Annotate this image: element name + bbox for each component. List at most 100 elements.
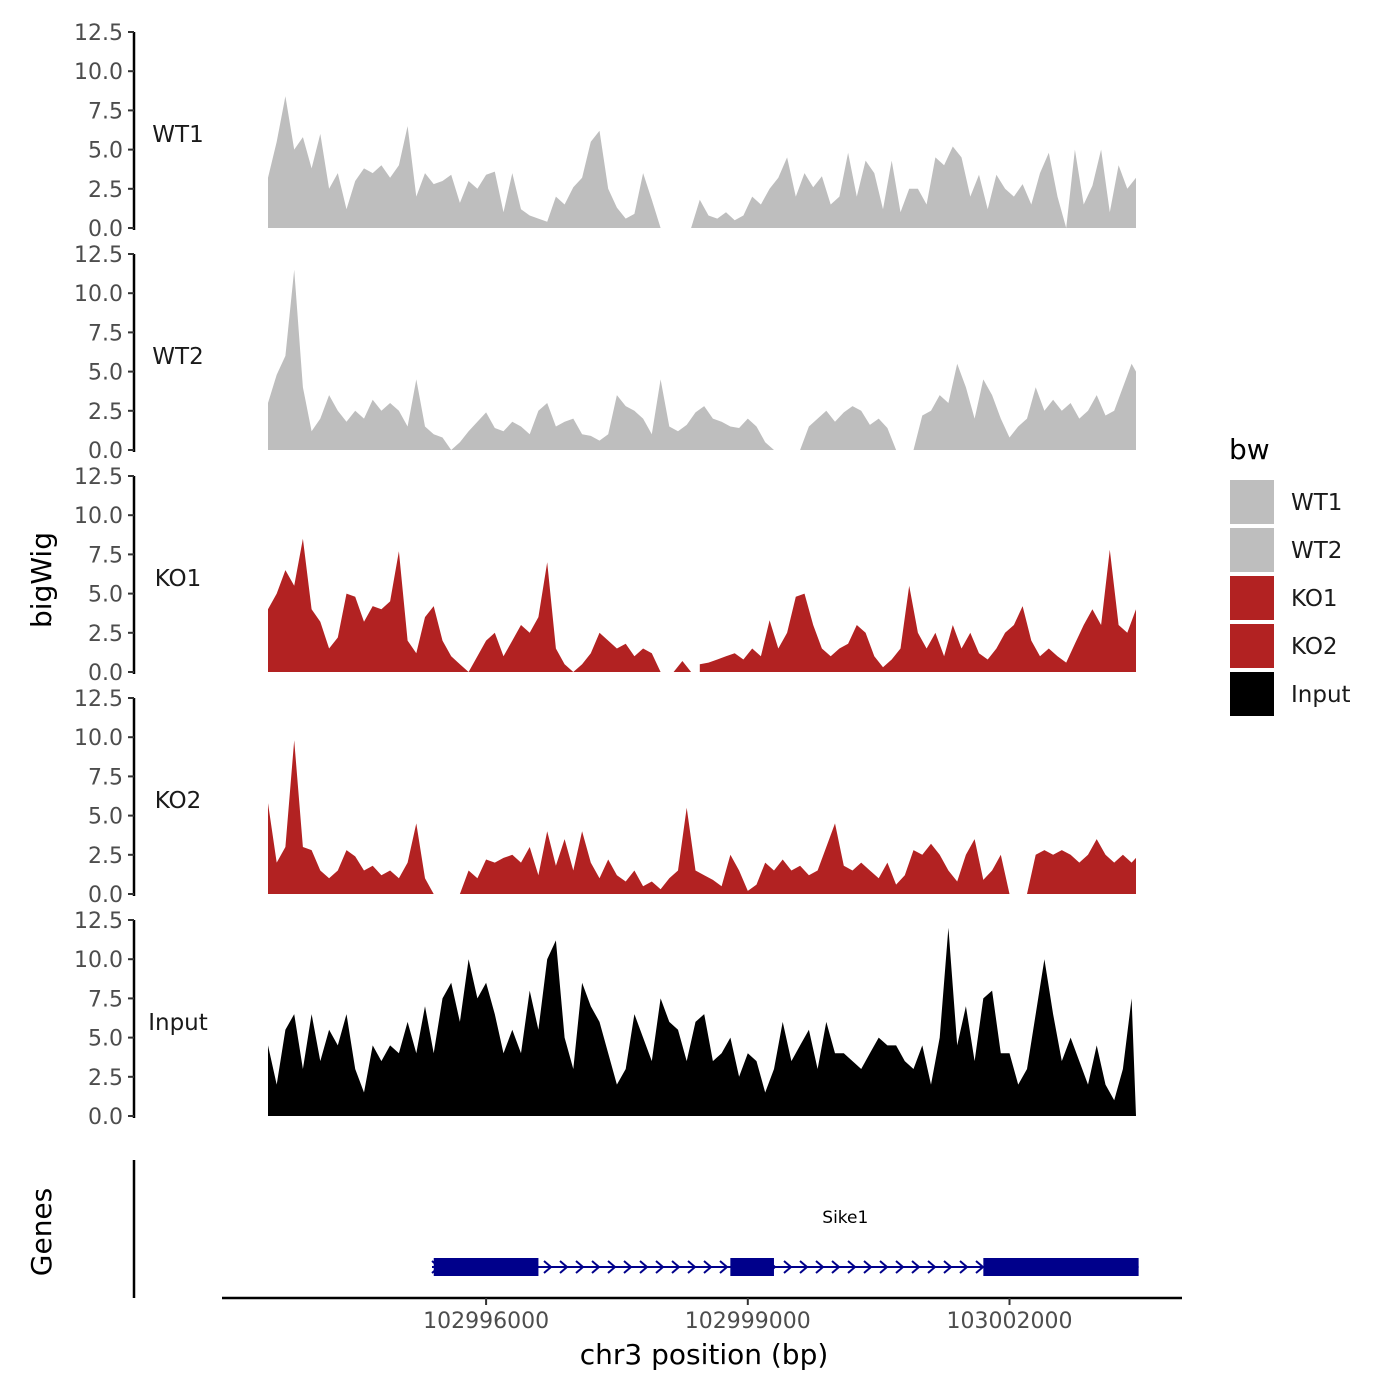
y-tick-label: 12.5 [74, 687, 123, 712]
area-input-segment-1 [268, 927, 1136, 1116]
strand-arrow [703, 1260, 713, 1274]
strand-arrow [911, 1260, 921, 1274]
track-wt2: 0.0 2.5 5.0 7.5 10.0 12.5 WT2 [74, 243, 1136, 464]
legend-key-wt1 [1230, 480, 1274, 524]
gene-exon-2 [730, 1258, 774, 1276]
legend-label: Input [1291, 682, 1351, 708]
area-wt2-segment-2 [800, 406, 897, 450]
y-tick-label: 7.5 [88, 987, 123, 1012]
legend-title: bw [1229, 433, 1270, 466]
y-tick-label: 12.5 [74, 465, 123, 490]
strand-arrow [623, 1260, 633, 1274]
track-label: KO2 [155, 788, 202, 814]
y-tick-label: 12.5 [74, 21, 123, 46]
strand-arrow [687, 1260, 697, 1274]
gene-exon-1 [433, 1258, 539, 1276]
y-tick-label: 2.5 [88, 844, 123, 869]
strand-arrow [655, 1260, 665, 1274]
legend-label: WT2 [1291, 538, 1342, 564]
legend-label: WT1 [1291, 490, 1342, 516]
genes-panel: Sike1 [132, 1160, 1139, 1298]
y-tick-label: 0.0 [88, 661, 123, 686]
y-tick-label: 2.5 [88, 1066, 123, 1091]
y-tick-label: 10.0 [74, 282, 123, 307]
strand-arrow [671, 1260, 681, 1274]
y-tick-label: 0.0 [88, 439, 123, 464]
y-tick-label: 10.0 [74, 948, 123, 973]
area-ko1-segment-2 [673, 661, 692, 672]
track-input: 0.0 2.5 5.0 7.5 10.0 12.5 Input [74, 909, 1136, 1130]
legend-key-ko1 [1230, 576, 1274, 620]
area-wt2-segment-3 [913, 363, 1136, 450]
legend-label: KO2 [1291, 634, 1338, 660]
strand-arrow [575, 1260, 585, 1274]
legend-label: KO1 [1291, 586, 1338, 612]
strand-arrow [799, 1260, 809, 1274]
gene-name-label: Sike1 [822, 1208, 868, 1228]
y-tick-label: 2.5 [88, 400, 123, 425]
strand-arrow [863, 1260, 873, 1274]
area-ko1-segment-1 [268, 538, 661, 672]
legend-key-wt2 [1230, 528, 1274, 572]
y-tick-label: 7.5 [88, 99, 123, 124]
track-label: KO1 [155, 566, 202, 592]
y-tick-label: 10.0 [74, 60, 123, 85]
strand-arrow [783, 1260, 793, 1274]
y-tick-label: 12.5 [74, 909, 123, 934]
x-tick-label: 102996000 [423, 1309, 549, 1334]
strand-arrow [879, 1260, 889, 1274]
track-label: WT2 [152, 344, 203, 370]
y-axis-title: bigWig [25, 532, 58, 628]
strand-arrow [591, 1260, 601, 1274]
y-tick-label: 10.0 [74, 726, 123, 751]
strand-arrow [943, 1260, 953, 1274]
legend: bw WT1 WT2 KO1 KO2 Input [1229, 433, 1351, 716]
strand-arrow [815, 1260, 825, 1274]
area-ko2-segment-3 [1027, 839, 1136, 894]
y-tick-label: 12.5 [74, 243, 123, 268]
area-ko2-segment-2 [459, 807, 1010, 894]
strand-arrow [559, 1260, 569, 1274]
strand-arrow [959, 1260, 969, 1274]
y-tick-label: 10.0 [74, 504, 123, 529]
y-tick-label: 7.5 [88, 765, 123, 790]
track-label: WT1 [152, 122, 203, 148]
area-ko2-segment-1 [268, 740, 434, 894]
y-tick-label: 2.5 [88, 622, 123, 647]
area-ko1-segment-3 [699, 549, 1136, 672]
y-tick-label: 5.0 [88, 139, 123, 164]
legend-key-input [1230, 672, 1274, 716]
area-wt2-segment-1 [268, 269, 774, 450]
strand-arrow [927, 1260, 937, 1274]
genes-axis-title: Genes [25, 1188, 58, 1276]
track-ko1: 0.0 2.5 5.0 7.5 10.0 12.5 KO1 [74, 465, 1136, 686]
track-ko2: 0.0 2.5 5.0 7.5 10.0 12.5 KO2 [74, 687, 1136, 908]
x-axis: 102996000 102999000 103002000 [222, 1296, 1182, 1334]
area-wt1-segment-2 [691, 146, 1136, 228]
y-tick-label: 5.0 [88, 1027, 123, 1052]
y-tick-label: 0.0 [88, 883, 123, 908]
x-axis-title: chr3 position (bp) [580, 1338, 829, 1371]
y-tick-label: 0.0 [88, 1105, 123, 1130]
strand-arrow [847, 1260, 857, 1274]
track-wt1: 0.0 2.5 5.0 7.5 10.0 12.5 WT1 [74, 21, 1136, 242]
strand-arrow [975, 1260, 985, 1274]
x-tick-label: 102999000 [685, 1309, 811, 1334]
strand-arrow [607, 1260, 617, 1274]
strand-arrow [719, 1260, 729, 1274]
y-tick-label: 5.0 [88, 361, 123, 386]
y-tick-label: 2.5 [88, 178, 123, 203]
signal-panels: 0.0 2.5 5.0 7.5 10.0 12.5 WT1 0.0 2.5 5.0 7.5 10.0 1… [74, 21, 1136, 1130]
x-tick-label: 103002000 [947, 1309, 1073, 1334]
strand-arrow [895, 1260, 905, 1274]
y-tick-label: 5.0 [88, 805, 123, 830]
y-tick-label: 7.5 [88, 543, 123, 568]
y-tick-label: 0.0 [88, 217, 123, 242]
gene-exon-3 [983, 1258, 1139, 1276]
y-tick-label: 5.0 [88, 583, 123, 608]
area-wt1-segment-1 [268, 96, 661, 228]
strand-arrow [639, 1260, 649, 1274]
legend-key-ko2 [1230, 624, 1274, 668]
track-label: Input [148, 1010, 208, 1036]
